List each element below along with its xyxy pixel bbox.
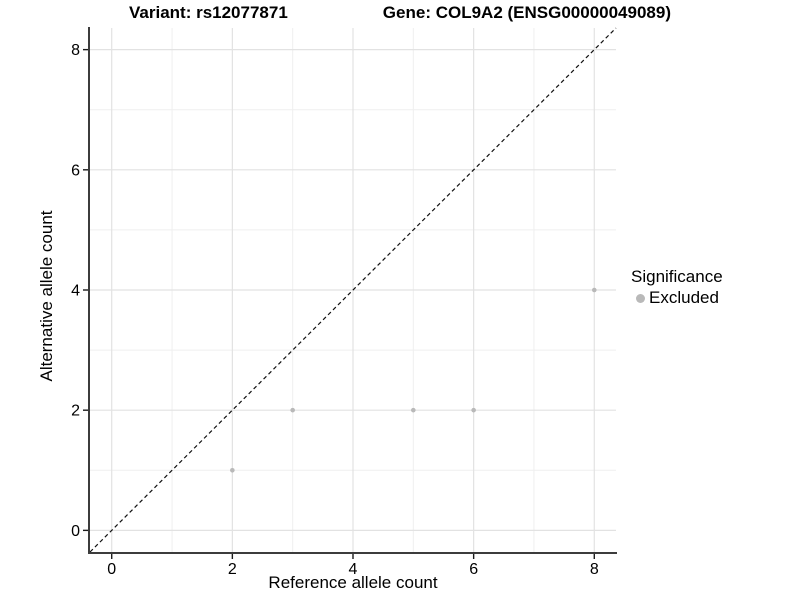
- y-tick-label: 8: [71, 42, 80, 59]
- excluded-point-icon: [636, 293, 645, 303]
- identity-line: [89, 27, 617, 553]
- x-tick-label: 0: [107, 561, 116, 578]
- data-point: [230, 467, 235, 473]
- legend-item-label: Excluded: [649, 288, 719, 307]
- data-point: [591, 287, 597, 293]
- legend-item-excluded: Excluded: [631, 288, 723, 308]
- plot-title-row: Variant: rs12077871 Gene: COL9A2 (ENSG00…: [0, 3, 800, 23]
- y-tick-label: 6: [71, 162, 80, 179]
- data-point: [411, 407, 416, 413]
- x-tick-label: 8: [590, 561, 599, 578]
- legend-title: Significance: [631, 267, 723, 286]
- y-tick-label: 2: [71, 403, 80, 420]
- x-tick-label: 6: [469, 561, 478, 578]
- variant-title: Variant: rs12077871: [129, 3, 288, 22]
- x-tick-label: 2: [228, 561, 237, 578]
- legend: Significance Excluded: [631, 267, 723, 308]
- gene-title: Gene: COL9A2 (ENSG00000049089): [382, 3, 671, 22]
- y-tick-label: 0: [71, 523, 80, 540]
- x-tick-label: 4: [349, 561, 358, 578]
- y-axis-title: Alternative allele count: [37, 210, 56, 382]
- data-point: [290, 407, 295, 413]
- y-tick-label: 4: [71, 283, 80, 300]
- x-axis-title: Reference allele count: [268, 573, 438, 592]
- data-point: [471, 407, 476, 413]
